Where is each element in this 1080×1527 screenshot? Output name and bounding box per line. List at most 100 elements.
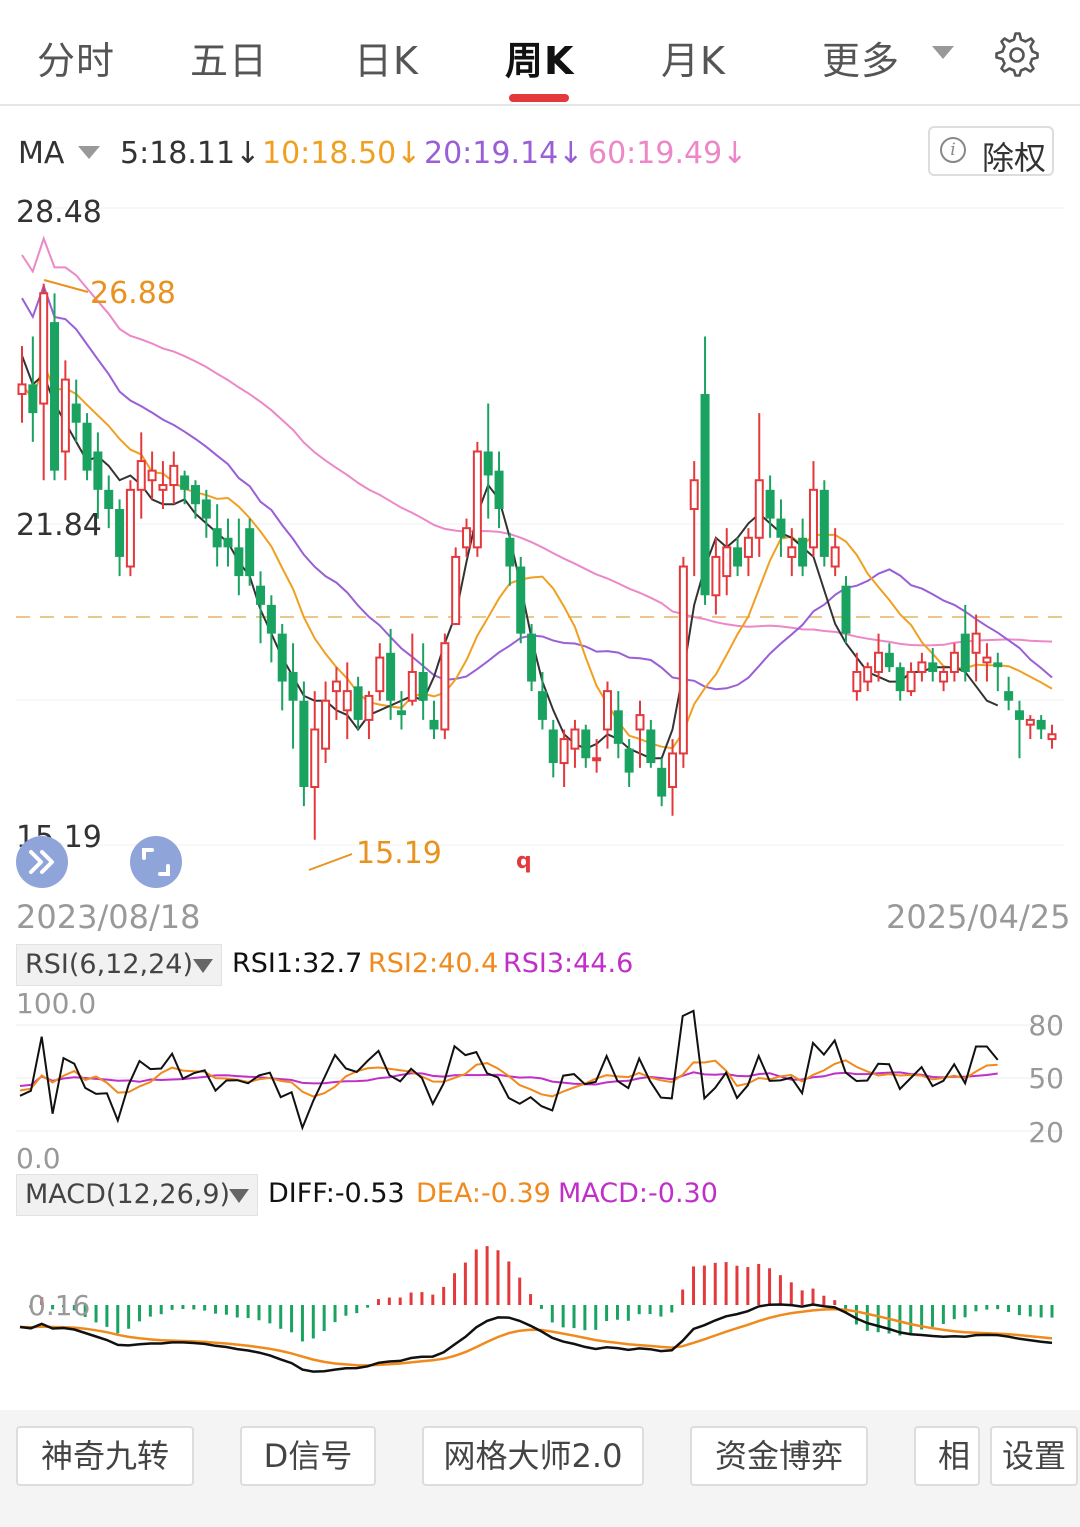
gear-icon[interactable]: [994, 32, 1040, 78]
tab-five-day[interactable]: 五日: [190, 39, 269, 83]
rsi2-value: RSI2:40.4: [368, 948, 499, 979]
ma-legend: MA 5:18.11↓ 10:18.50↓ 20:19.14↓ 60:19.49…: [0, 130, 1080, 180]
info-icon: i: [940, 137, 966, 163]
tab-more[interactable]: 更多: [822, 39, 901, 83]
date-start-label: 2023/08/18: [16, 898, 201, 936]
macd-lines: [19, 1303, 1053, 1373]
candle: [93, 432, 103, 519]
rsi3-line: [19, 1071, 998, 1087]
candle: [657, 758, 667, 807]
tab-monthly-k[interactable]: 月K: [661, 39, 726, 83]
magic-nine-button[interactable]: 神奇九转: [16, 1426, 194, 1486]
rsi-selector[interactable]: RSI(6,12,24): [16, 944, 222, 986]
candle: [125, 480, 135, 577]
tab-weekly-k[interactable]: 周K: [505, 39, 575, 83]
candle: [104, 475, 114, 529]
chevron-down-icon[interactable]: [932, 46, 954, 59]
macd-chart[interactable]: 0.16: [0, 1215, 1080, 1405]
candle: [212, 504, 222, 567]
y-label-high: 28.48: [16, 195, 102, 230]
candle: [635, 700, 645, 768]
ma20-value: 20:19.14↓: [424, 136, 584, 171]
candle: [754, 413, 764, 557]
candle: [299, 681, 309, 807]
rsi-level-20: 20: [1028, 1116, 1064, 1149]
candle: [765, 475, 775, 538]
chart-annotations: [43, 279, 353, 871]
candle: [787, 528, 797, 577]
candle: [342, 662, 352, 740]
candle: [331, 667, 341, 720]
candle: [939, 667, 949, 692]
candle: [462, 518, 472, 557]
candle: [949, 643, 959, 682]
macd-axis-label: 0.16: [28, 1289, 90, 1322]
rsi-bottom-label: 0.0: [16, 1142, 61, 1175]
settings-button[interactable]: 设置: [990, 1426, 1078, 1486]
candle: [158, 461, 168, 510]
candle: [592, 739, 602, 773]
candle: [711, 537, 721, 615]
tab-intraday[interactable]: 分时: [37, 39, 116, 83]
high-leader-line: [43, 279, 89, 293]
rsi-top-label: 100.0: [16, 987, 96, 1020]
candles: [17, 283, 1057, 840]
candle: [418, 643, 428, 720]
candlestick-chart[interactable]: 28.48 21.84 15.19 26.88 15.19 q: [0, 190, 1080, 890]
candle: [266, 595, 276, 663]
ma-label[interactable]: MA: [18, 136, 65, 171]
candle: [136, 432, 146, 519]
expand-left-button[interactable]: [16, 836, 68, 888]
related-button[interactable]: 相: [914, 1426, 980, 1486]
candle: [245, 518, 255, 586]
candle: [917, 652, 927, 682]
macd-selector-label: MACD(12,26,9): [25, 1179, 231, 1210]
candle: [50, 293, 60, 481]
candle: [668, 739, 678, 816]
candle: [678, 556, 688, 768]
candle: [700, 336, 710, 605]
candle: [722, 528, 732, 596]
candle: [190, 480, 200, 519]
candle: [234, 518, 244, 596]
d-signal-button[interactable]: D信号: [240, 1426, 376, 1486]
candle: [895, 662, 905, 701]
candle: [440, 633, 450, 740]
candle: [646, 719, 656, 768]
candle: [982, 643, 992, 682]
candle: [82, 413, 92, 481]
candle: [60, 360, 70, 481]
low-leader-line: [308, 853, 353, 871]
rsi2-line: [19, 1059, 998, 1098]
candle: [256, 571, 266, 644]
rsi1-value: RSI1:32.7: [232, 948, 363, 979]
candle: [776, 499, 786, 557]
ex-rights-label: 除权: [982, 139, 1047, 177]
period-tab-bar: 分时 五日 日K 周K 月K 更多: [0, 0, 1080, 106]
candle: [396, 691, 406, 730]
ex-rights-button[interactable]: i 除权: [928, 126, 1054, 177]
fullscreen-button[interactable]: [130, 836, 182, 888]
high-price-annotation: 26.88: [90, 276, 176, 311]
candle: [201, 489, 211, 538]
ma10-value: 10:18.50↓: [262, 136, 422, 171]
rsi-level-50: 50: [1028, 1062, 1064, 1095]
candle: [689, 461, 699, 577]
fund-game-button[interactable]: 资金博弈: [690, 1426, 868, 1486]
dea-line: [19, 1307, 1053, 1367]
candle: [884, 643, 894, 672]
low-price-annotation: 15.19: [356, 836, 442, 871]
chevron-down-icon[interactable]: [78, 146, 100, 159]
rsi-selector-label: RSI(6,12,24): [25, 949, 193, 980]
candle: [1025, 715, 1035, 740]
grid-master-button[interactable]: 网格大师2.0: [422, 1426, 644, 1486]
chevron-down-icon: [229, 1189, 249, 1203]
rsi-chart[interactable]: 100.0 0.0 80 50 20: [0, 985, 1080, 1175]
candle: [115, 499, 125, 577]
macd-selector[interactable]: MACD(12,26,9): [16, 1174, 258, 1216]
candle: [1036, 715, 1046, 740]
candle: [364, 691, 374, 740]
candle: [863, 662, 873, 692]
candle: [733, 537, 743, 577]
tab-daily-k[interactable]: 日K: [354, 39, 419, 83]
